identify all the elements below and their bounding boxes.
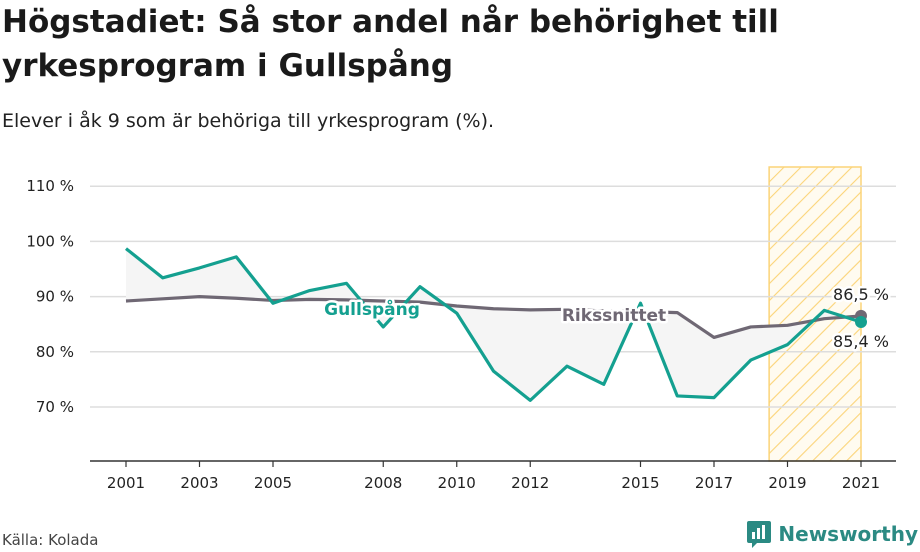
- x-tick-label: 2001: [107, 474, 145, 492]
- x-tick-label: 2019: [768, 474, 806, 492]
- brand-name: Newsworthy: [778, 522, 918, 546]
- x-tick-label: 2008: [364, 474, 402, 492]
- value-label-gullspang: 85,4 %: [833, 332, 889, 351]
- x-tick-label: 2021: [842, 474, 880, 492]
- brand-logo: Newsworthy: [746, 519, 918, 549]
- x-tick-label: 2012: [511, 474, 549, 492]
- y-tick-label: 80 %: [36, 343, 74, 361]
- y-tick-label: 90 %: [36, 288, 74, 306]
- label-rikssnittet: Rikssnittet: [562, 306, 666, 326]
- label-gullspang: Gullspång: [324, 298, 420, 320]
- difference-area: [126, 248, 861, 401]
- x-tick-label: 2017: [695, 474, 733, 492]
- x-tick-label: 2010: [438, 474, 476, 492]
- gullspang-end-marker: [855, 315, 867, 328]
- value-label-rikssnittet: 86,5 %: [833, 285, 889, 304]
- x-tick-label: 2015: [621, 474, 659, 492]
- y-tick-label: 110 %: [26, 177, 74, 195]
- chart-subtitle: Elever i åk 9 som är behöriga till yrkes…: [2, 110, 495, 132]
- highlight-period: [768, 166, 862, 462]
- source-note: Källa: Kolada: [2, 531, 99, 549]
- y-tick-label: 100 %: [26, 232, 74, 250]
- x-tick-label: 2003: [180, 474, 218, 492]
- x-tick-label: 2005: [254, 474, 292, 492]
- y-tick-label: 70 %: [36, 398, 74, 416]
- chart-title: Högstadiet: Så stor andel når behörighet…: [2, 4, 779, 84]
- newsworthy-logo-icon: [747, 521, 772, 548]
